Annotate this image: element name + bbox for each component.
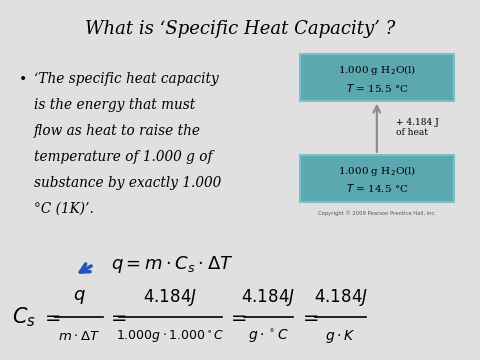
Text: $4.184J$: $4.184J$ [241,287,295,307]
Text: is the energy that must: is the energy that must [34,98,195,112]
Text: + 4.184 J
of heat: + 4.184 J of heat [396,118,439,138]
Text: 1.000 g H$_2$O(l): 1.000 g H$_2$O(l) [338,63,416,77]
Text: $g \cdot {^\circ}C$: $g \cdot {^\circ}C$ [248,328,288,345]
Text: $4.184J$: $4.184J$ [314,287,368,307]
Text: What is ‘Specific Heat Capacity’ ?: What is ‘Specific Heat Capacity’ ? [85,20,395,38]
Text: $=$: $=$ [41,307,61,326]
Text: $=$: $=$ [299,307,319,326]
Text: $T$ = 15.5 °C: $T$ = 15.5 °C [346,82,408,94]
Text: $=$: $=$ [107,307,127,326]
Text: substance by exactly 1.000: substance by exactly 1.000 [34,176,221,190]
Text: Copyright © 2009 Pearson Prentice Hall, Inc.: Copyright © 2009 Pearson Prentice Hall, … [318,211,436,216]
Text: $=$: $=$ [227,307,247,326]
Text: $1.000g \cdot 1.000{^\circ}C$: $1.000g \cdot 1.000{^\circ}C$ [116,329,225,345]
Text: ‘The specific heat capacity: ‘The specific heat capacity [34,72,218,86]
Text: •: • [19,72,27,86]
Text: $q = m \cdot C_s \cdot \Delta T$: $q = m \cdot C_s \cdot \Delta T$ [111,254,234,275]
Text: $m \cdot \Delta T$: $m \cdot \Delta T$ [58,330,100,343]
Text: flow as heat to raise the: flow as heat to raise the [34,124,201,138]
Text: $4.184J$: $4.184J$ [144,287,197,307]
Text: °C (1K)’.: °C (1K)’. [34,202,94,216]
Text: 1.000 g H$_2$O(l): 1.000 g H$_2$O(l) [338,164,416,178]
Text: $g \cdot K$: $g \cdot K$ [325,328,356,345]
Text: $q$: $q$ [73,288,85,306]
Text: $C_s$: $C_s$ [12,305,36,329]
Text: temperature of 1.000 g of: temperature of 1.000 g of [34,150,212,164]
Text: $T$ = 14.5 °C: $T$ = 14.5 °C [346,183,408,194]
